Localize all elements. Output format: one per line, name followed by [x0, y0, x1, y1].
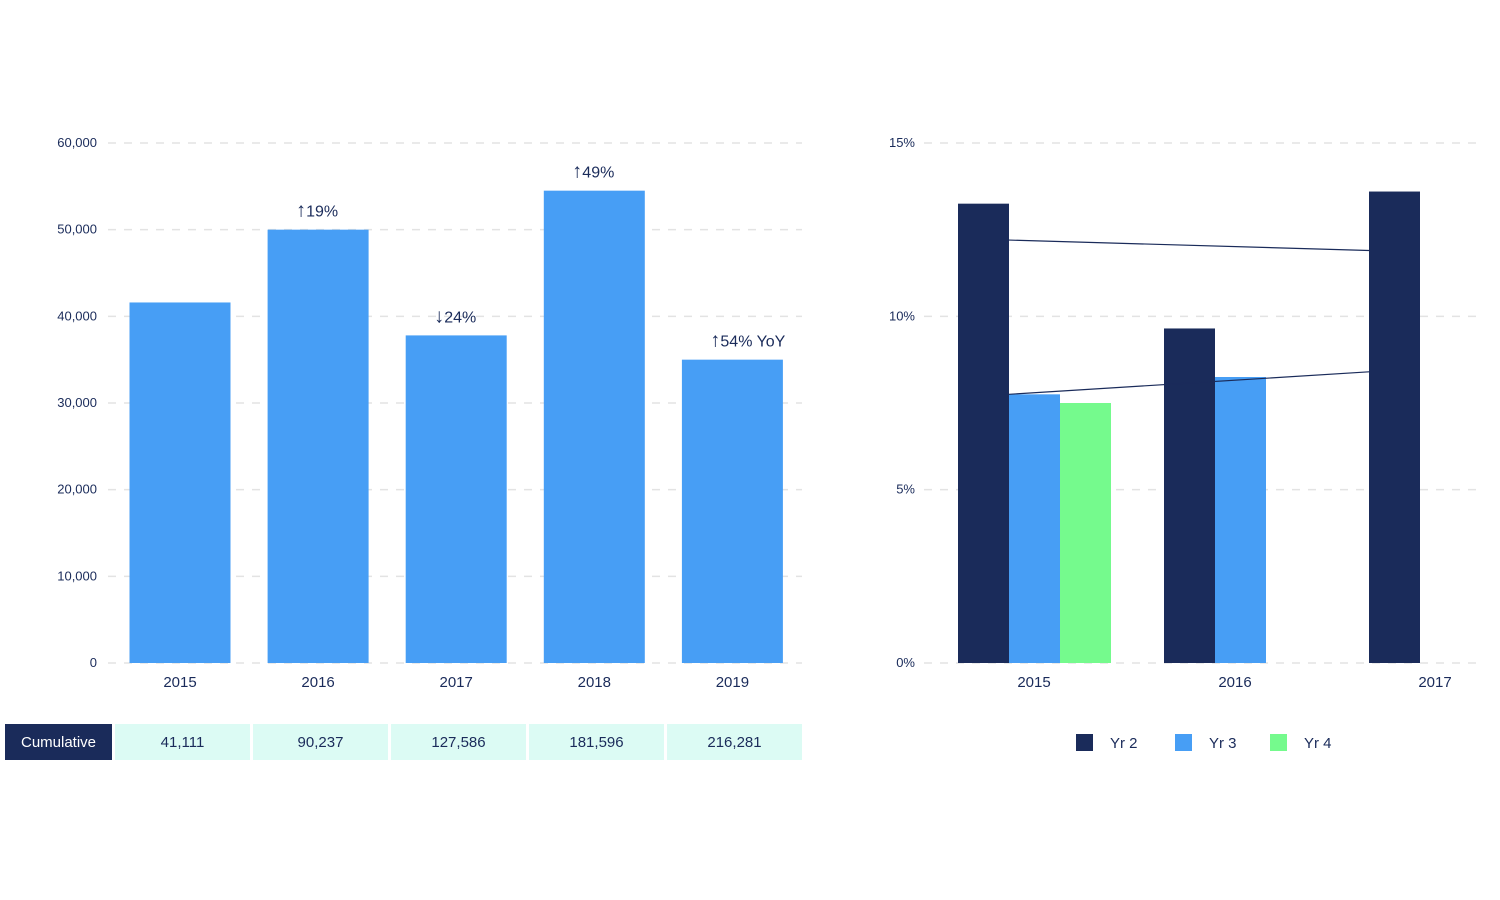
grouped-bar-chart: 0% 5% 10% 15% 2015 2016 2017 Yr 2 Yr 3 Yr 4 — [889, 135, 1480, 752]
cumulative-cell: 127,586 — [391, 724, 526, 760]
y-axis: 0 10,000 20,000 30,000 40,000 50,000 60,000 — [57, 135, 97, 670]
cumulative-cell: 181,596 — [529, 724, 664, 760]
x-axis: 2015 2016 2017 2018 2019 — [163, 674, 749, 691]
legend-swatch — [1270, 734, 1287, 751]
trend-lines — [1008, 239, 1370, 395]
bars — [958, 191, 1420, 664]
y-axis: 0% 5% 10% 15% — [889, 135, 915, 670]
annotation-text: 54% YoY — [720, 334, 785, 351]
bar — [681, 359, 783, 663]
yoy-annotations: ↑19%↓24%↑49%↑54% YoY — [296, 161, 786, 352]
trend-line — [1008, 371, 1370, 395]
trend-line — [1008, 239, 1370, 252]
bar-yr-2 — [1164, 328, 1215, 663]
bar-yr-2 — [1369, 191, 1420, 664]
y-tick-label: 30,000 — [57, 395, 97, 410]
x-axis: 2015 2016 2017 — [1017, 674, 1451, 691]
annotation-text: 49% — [582, 165, 614, 182]
x-tick-label: 2015 — [163, 674, 196, 691]
arrow-up-icon: ↑ — [710, 330, 720, 352]
x-tick-label: 2015 — [1017, 674, 1050, 691]
legend-item: Yr 4 — [1270, 734, 1332, 752]
legend-swatch — [1076, 734, 1093, 751]
arrow-down-icon: ↓ — [434, 305, 444, 327]
x-tick-label: 2018 — [578, 674, 611, 691]
legend-label: Yr 2 — [1110, 735, 1138, 752]
y-tick-label: 40,000 — [57, 308, 97, 323]
legend-label: Yr 4 — [1304, 735, 1332, 752]
bar — [543, 190, 645, 663]
x-tick-label: 2017 — [440, 674, 473, 691]
cumulative-table: Cumulative 41,111 90,237 127,586 181,596… — [5, 724, 802, 760]
cumulative-header: Cumulative — [5, 724, 112, 760]
yearly-bar-chart: 0 10,000 20,000 30,000 40,000 50,000 60,000 20… — [57, 135, 802, 691]
y-tick-label: 0% — [896, 655, 915, 670]
y-tick-label: 60,000 — [57, 135, 97, 150]
annotation-text: 24% — [444, 309, 476, 326]
bar-yr-3 — [1009, 394, 1060, 663]
x-tick-label: 2016 — [301, 674, 334, 691]
bar — [129, 302, 231, 663]
bar — [267, 229, 369, 663]
legend: Yr 2 Yr 3 Yr 4 — [1076, 734, 1332, 752]
y-tick-label: 10% — [889, 308, 915, 323]
bar-yr-4 — [1060, 403, 1111, 663]
annotation-label: ↑54% YoY — [710, 330, 785, 352]
annotation-label: ↓24% — [434, 305, 476, 327]
y-tick-label: 50,000 — [57, 222, 97, 237]
bars — [129, 190, 783, 663]
y-tick-label: 0 — [90, 655, 97, 670]
y-tick-label: 5% — [896, 482, 915, 497]
bar — [405, 335, 507, 663]
arrow-up-icon: ↑ — [572, 161, 582, 183]
legend-item: Yr 2 — [1076, 734, 1138, 752]
annotation-label: ↑49% — [572, 161, 614, 183]
arrow-up-icon: ↑ — [296, 200, 306, 222]
y-tick-label: 15% — [889, 135, 915, 150]
annotation-text: 19% — [306, 204, 338, 221]
y-tick-label: 20,000 — [57, 482, 97, 497]
x-tick-label: 2017 — [1418, 674, 1451, 691]
x-tick-label: 2019 — [716, 674, 749, 691]
annotation-label: ↑19% — [296, 200, 338, 222]
bar-yr-3 — [1215, 377, 1266, 663]
y-tick-label: 10,000 — [57, 568, 97, 583]
legend-item: Yr 3 — [1175, 734, 1237, 752]
legend-label: Yr 3 — [1209, 735, 1237, 752]
bar-yr-2 — [958, 203, 1009, 663]
cumulative-cell: 216,281 — [667, 724, 802, 760]
cumulative-cell: 90,237 — [253, 724, 388, 760]
legend-swatch — [1175, 734, 1192, 751]
x-tick-label: 2016 — [1218, 674, 1251, 691]
cumulative-cell: 41,111 — [115, 724, 250, 760]
